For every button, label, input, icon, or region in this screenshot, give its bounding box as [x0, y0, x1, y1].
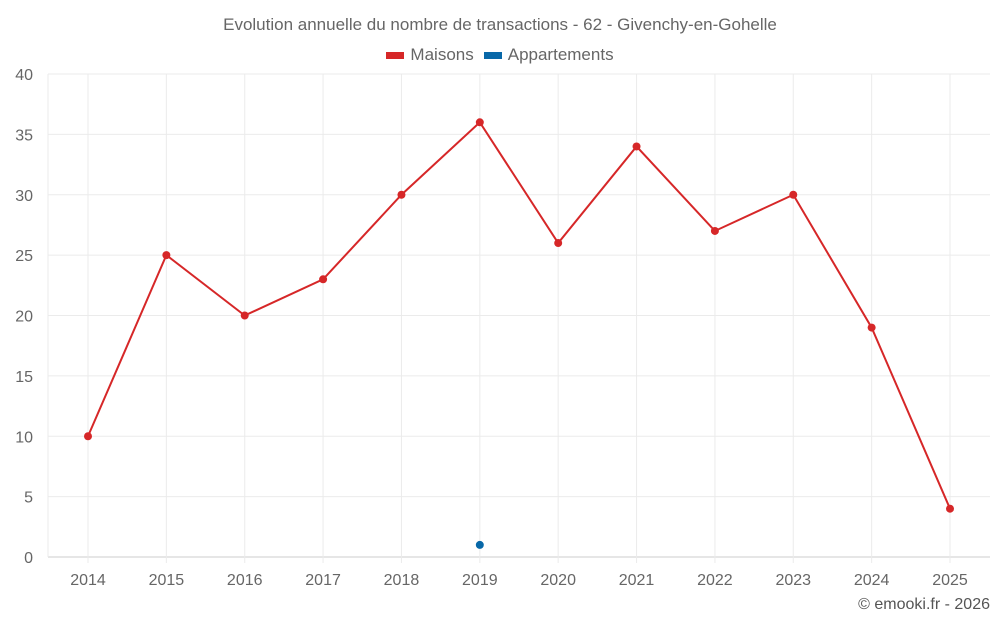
- x-tick-label: 2016: [227, 572, 263, 589]
- data-point-maisons: [946, 504, 954, 513]
- y-tick-label: 30: [15, 188, 33, 205]
- data-point-maisons: [319, 275, 328, 284]
- x-tick-label: 2017: [305, 572, 341, 589]
- y-tick-label: 35: [15, 127, 33, 144]
- x-tick-label: 2018: [384, 572, 420, 589]
- y-tick-label: 15: [15, 369, 33, 386]
- y-tick-label: 0: [24, 550, 33, 567]
- legend-item-appartements[interactable]: Appartements: [483, 45, 614, 65]
- data-point-maisons: [789, 190, 798, 199]
- legend: Maisons Appartements: [0, 45, 1000, 65]
- legend-label-maisons: Maisons: [410, 45, 474, 64]
- data-point-maisons: [475, 118, 484, 127]
- data-point-maisons: [240, 311, 249, 320]
- x-tick-label: 2015: [149, 572, 185, 589]
- data-point-maisons: [162, 251, 171, 260]
- y-tick-label: 5: [24, 490, 33, 507]
- data-point-maisons: [84, 432, 92, 441]
- x-tick-label: 2024: [854, 572, 890, 589]
- credit: © emooki.fr - 2026: [858, 596, 990, 613]
- y-tick-label: 40: [15, 67, 33, 84]
- data-point-maisons: [632, 142, 641, 151]
- legend-swatch-appartements: [483, 51, 502, 59]
- x-tick-label: 2020: [540, 572, 576, 589]
- y-tick-label: 20: [15, 309, 33, 326]
- x-tick-label: 2014: [70, 572, 106, 589]
- x-tick-label: 2021: [619, 572, 655, 589]
- legend-swatch-maisons: [386, 51, 405, 59]
- y-tick-label: 25: [15, 248, 33, 265]
- data-point-maisons: [554, 239, 563, 248]
- legend-item-maisons[interactable]: Maisons: [386, 45, 474, 65]
- x-tick-label: 2022: [697, 572, 733, 589]
- y-tick-label: 10: [15, 429, 33, 446]
- x-tick-label: 2019: [462, 572, 498, 589]
- chart-title: Evolution annuelle du nombre de transact…: [223, 15, 777, 34]
- data-point-maisons: [397, 190, 406, 199]
- legend-label-appartements: Appartements: [507, 45, 614, 64]
- data-point-maisons: [867, 323, 876, 332]
- series-line-maisons: [87, 120, 951, 510]
- data-point-maisons: [710, 226, 719, 235]
- x-tick-label: 2023: [775, 572, 811, 589]
- data-point-appartements: [475, 540, 484, 549]
- x-tick-label: 2025: [932, 572, 968, 589]
